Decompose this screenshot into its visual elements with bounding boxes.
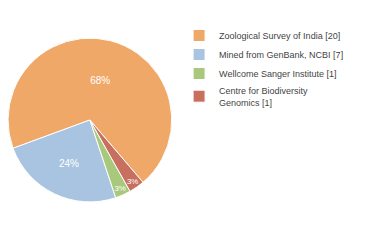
svg-text:3%: 3% bbox=[127, 177, 138, 186]
svg-text:Centre for BiodiversityGenomic: Centre for BiodiversityGenomics [1] bbox=[219, 86, 308, 108]
svg-text:Mined from GenBank, NCBI [7]: Mined from GenBank, NCBI [7] bbox=[219, 50, 343, 60]
svg-text:3%: 3% bbox=[114, 184, 125, 193]
svg-text:68%: 68% bbox=[90, 75, 110, 86]
svg-text:Zoological Survey of India [20: Zoological Survey of India [20] bbox=[219, 31, 340, 41]
svg-text:Wellcome Sanger Institute [1]: Wellcome Sanger Institute [1] bbox=[219, 69, 336, 79]
svg-text:24%: 24% bbox=[59, 158, 79, 169]
